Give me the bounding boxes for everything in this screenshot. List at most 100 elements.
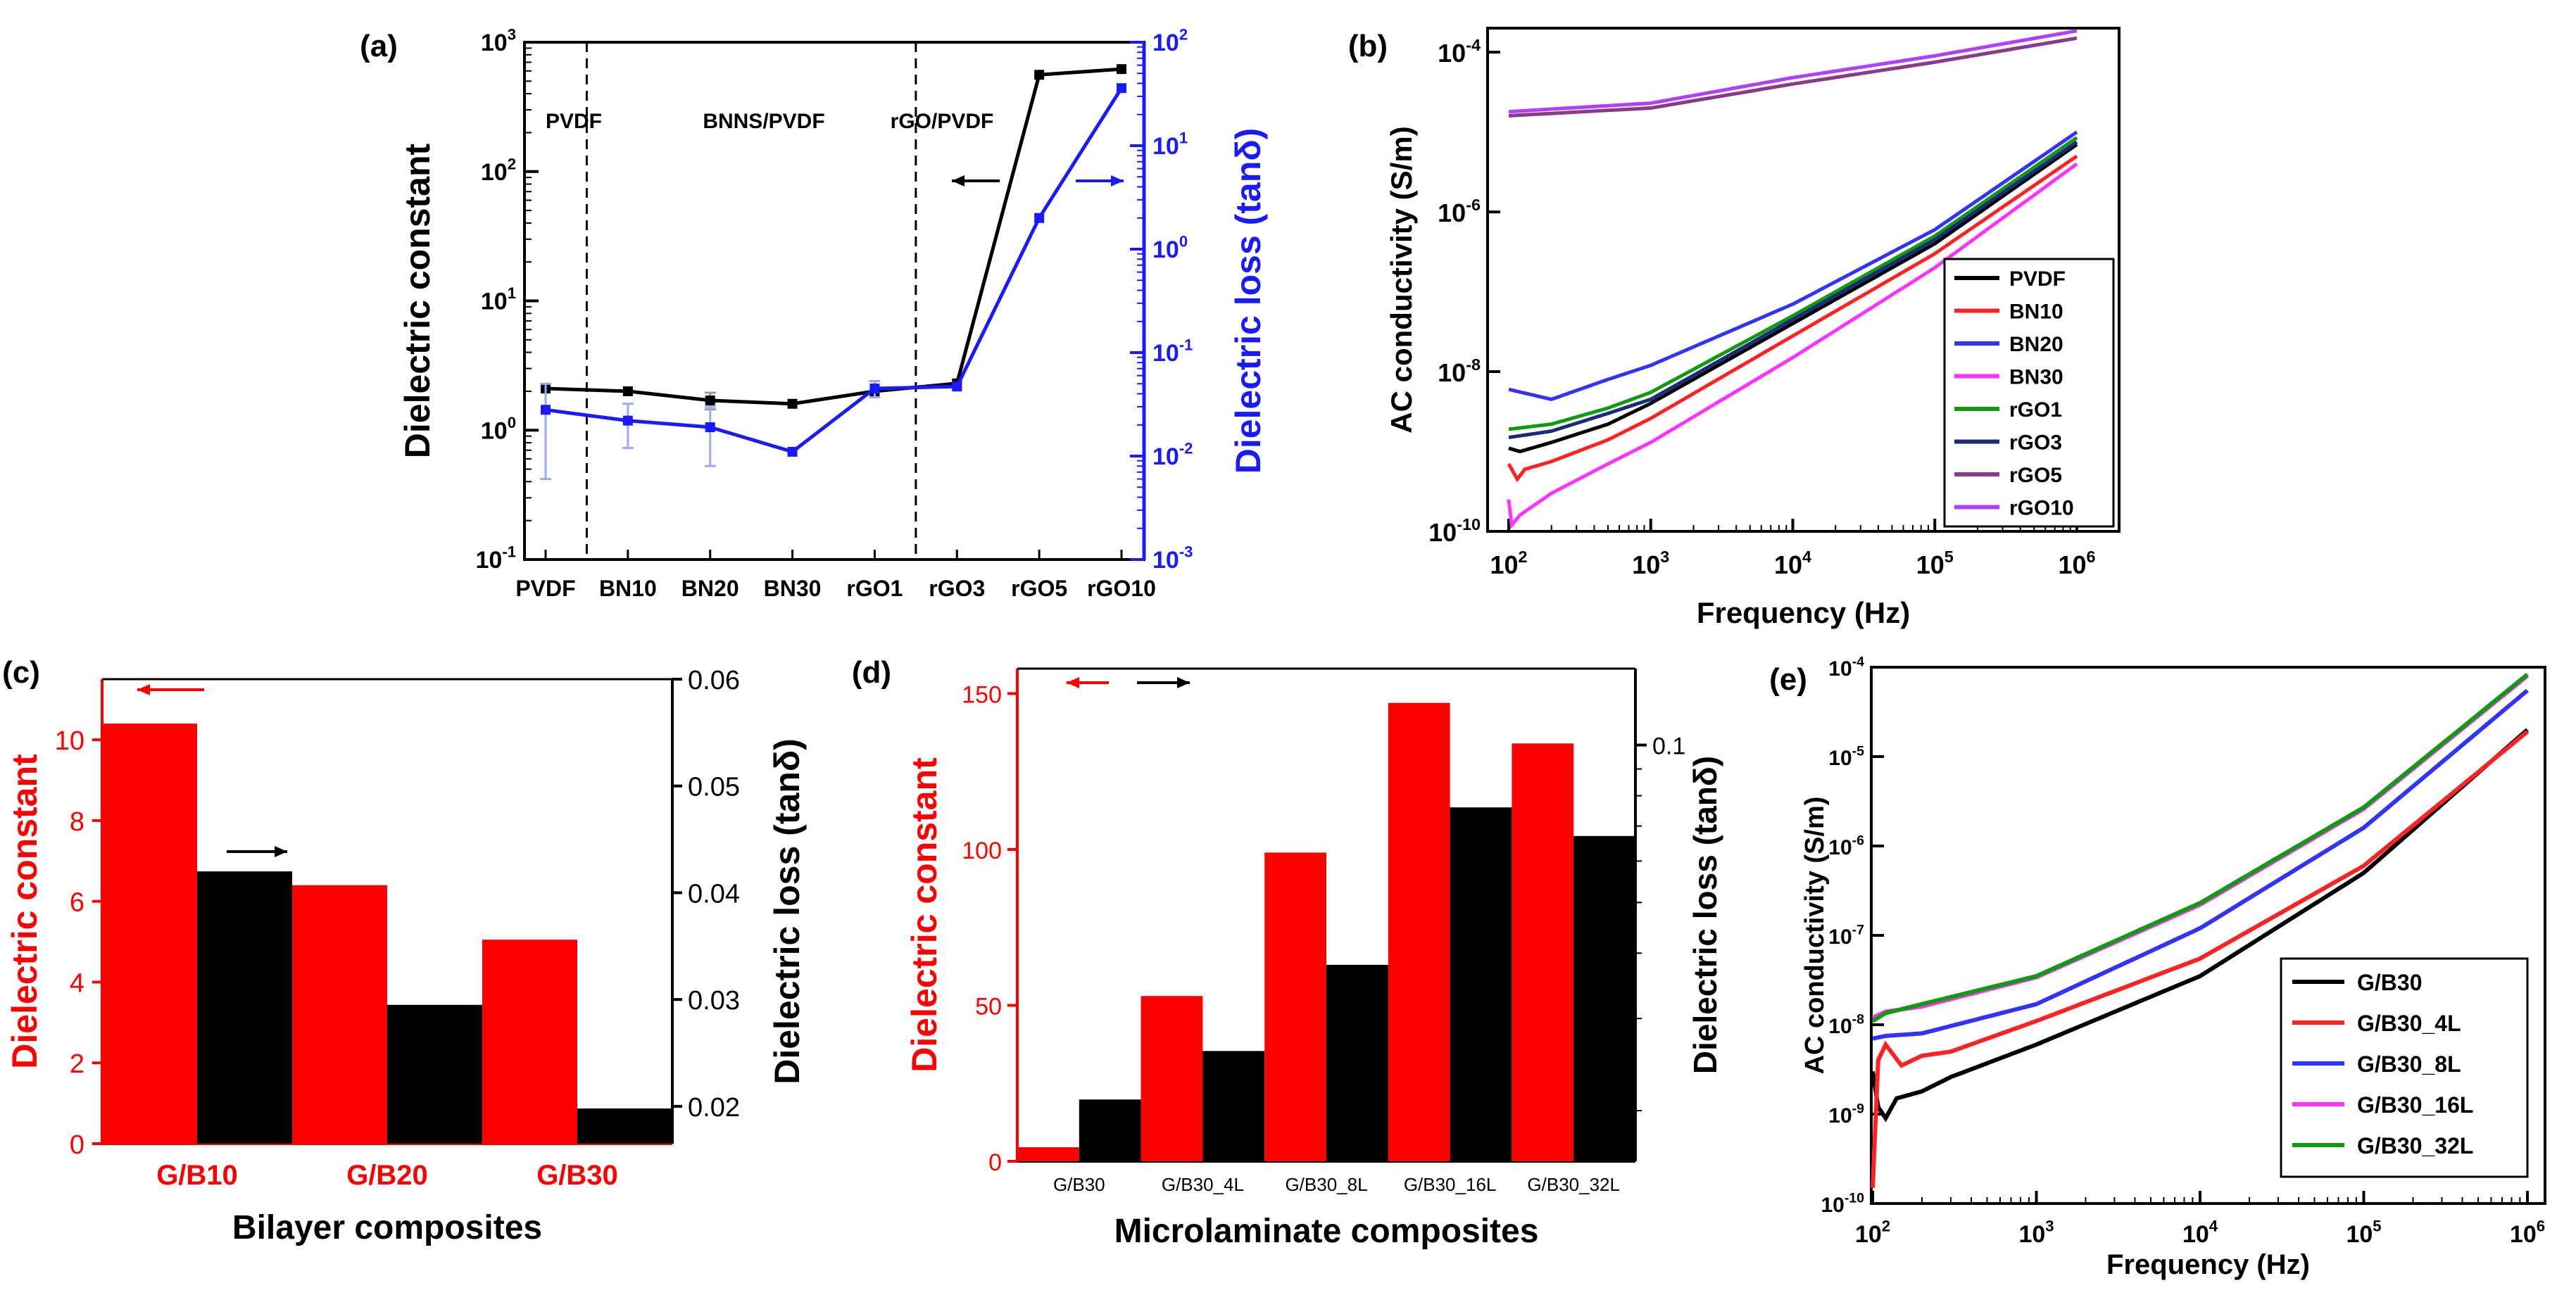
- bar-dielectric-loss-d: [1573, 835, 1635, 1161]
- y-tick-label-a: 103: [481, 26, 516, 56]
- data-point-a: [622, 386, 633, 396]
- bar-dielectric-loss-c: [387, 1004, 482, 1144]
- y-tick-label-c: 10: [55, 726, 84, 756]
- legend-label-b: BN30: [2009, 366, 2063, 389]
- series-line-b: [1508, 136, 2078, 431]
- y2-tick-label-c: 0.05: [688, 773, 740, 802]
- legend-label-b: BN10: [2009, 301, 2063, 324]
- y2-tick-label-a: 10-3: [1152, 543, 1193, 574]
- bar-dielectric-loss-d: [1326, 964, 1388, 1161]
- legend-box-e: [2280, 957, 2529, 1178]
- data-point-a: [541, 405, 551, 415]
- x-tick-label-b: 104: [1774, 548, 1811, 579]
- panel-label-e: (e): [1769, 662, 1807, 697]
- series-line-a: [545, 67, 1122, 406]
- x-tick-label-c: G/B30: [536, 1160, 618, 1191]
- y2-tick-label-a: 102: [1152, 26, 1188, 56]
- series-line-b: [1508, 140, 2078, 439]
- x-tick-label-e: 102: [1855, 1218, 1890, 1248]
- legend-label-e: G/B30_16L: [2357, 1092, 2473, 1118]
- x-tick-label-a: BN30: [764, 576, 822, 601]
- y-tick-label-c: 2: [70, 1049, 84, 1079]
- data-point-a: [622, 415, 633, 426]
- bar-dielectric-constant-d: [1141, 996, 1203, 1161]
- bar-dielectric-loss-c: [197, 871, 292, 1144]
- y-tick-label-b: 10-10: [1428, 515, 1481, 547]
- series-line-b: [1508, 36, 2078, 118]
- series-line-b: [1507, 162, 2078, 529]
- y-axis-title-b: AC conductivity (S/m): [1385, 126, 1418, 433]
- y2-tick-label-a: 101: [1152, 130, 1188, 160]
- x-tick-label-a: rGO5: [1011, 576, 1067, 601]
- series-line-b: [1508, 143, 2078, 454]
- data-point-a: [1117, 83, 1126, 94]
- x-tick-label-d: G/B30_32L: [1527, 1174, 1620, 1195]
- y-tick-label-c: 4: [70, 968, 84, 998]
- y-axis-title-a: Dielectric constant: [398, 143, 437, 458]
- y-tick-label-a: 101: [481, 284, 516, 315]
- y-axis-title-d: Dielectric constant: [905, 757, 944, 1073]
- x-tick-label-a: BN20: [681, 576, 739, 601]
- y2-tick-label-a: 10-2: [1152, 440, 1193, 470]
- x-tick-label-a: rGO10: [1087, 576, 1156, 601]
- bar-dielectric-constant-d: [1264, 852, 1326, 1161]
- x-tick-label-d: G/B30_8L: [1285, 1174, 1367, 1195]
- data-point-a: [787, 446, 798, 457]
- legend-label-e: G/B30_32L: [2357, 1133, 2473, 1158]
- x-tick-label-e: 105: [2346, 1218, 2381, 1248]
- x-tick-label-e: 103: [2018, 1218, 2054, 1248]
- y2-tick-label-c: 0.06: [688, 666, 740, 695]
- series-line-a: [545, 87, 1124, 454]
- x-tick-label-e: 104: [2182, 1218, 2218, 1248]
- series-line-b: [1508, 29, 2078, 114]
- data-point-a: [705, 395, 715, 405]
- x-tick-label-e: 106: [2510, 1218, 2545, 1248]
- bar-dielectric-loss-d: [1079, 1099, 1141, 1161]
- data-point-a: [1034, 213, 1045, 223]
- x-axis-title-d: Microlaminate composites: [1114, 1213, 1539, 1250]
- left-axis-arrow-a-head: [952, 175, 965, 187]
- x-tick-label-a: PVDF: [515, 576, 575, 601]
- y-axis-title-c: Dielectric constant: [5, 754, 44, 1069]
- series-line-b: [1508, 130, 2078, 401]
- x-tick-label-c: G/B10: [156, 1160, 238, 1191]
- x-tick-label-b: 105: [1916, 548, 1954, 579]
- panel-label-a: (a): [360, 29, 398, 63]
- y-tick-label-d: 50: [975, 993, 1002, 1020]
- y2-tick-label-c: 0.04: [688, 879, 740, 909]
- legend-label-b: rGO10: [2009, 497, 2074, 520]
- x-axis-title-b: Frequency (Hz): [1697, 596, 1910, 629]
- x-axis-title-c: Bilayer composites: [232, 1209, 542, 1246]
- bar-dielectric-loss-c: [577, 1108, 672, 1144]
- y-tick-label-e: 10-8: [1828, 1012, 1864, 1039]
- y-tick-label-e: 10-7: [1828, 923, 1864, 949]
- y2-axis-title-d: Dielectric loss (tanδ): [1687, 756, 1723, 1074]
- legend-label-b: rGO3: [2009, 431, 2062, 455]
- legend-label-b: rGO1: [2009, 398, 2062, 422]
- y-tick-label-d: 0: [988, 1149, 1002, 1176]
- region-label-a: rGO/PVDF: [891, 110, 994, 133]
- y-tick-label-b: 10-8: [1438, 355, 1481, 387]
- x-tick-label-b: 106: [2058, 548, 2095, 579]
- region-label-a: BNNS/PVDF: [703, 110, 824, 133]
- legend-label-b: BN20: [2009, 333, 2063, 356]
- y-tick-label-c: 8: [70, 807, 84, 837]
- x-tick-label-d: G/B30_4L: [1162, 1174, 1244, 1195]
- legend-label-b: rGO5: [2009, 464, 2062, 487]
- panel-label-b: (b): [1348, 29, 1388, 63]
- y-axis-title-e: AC conductivity (S/m): [1800, 797, 1830, 1075]
- y-tick-label-c: 0: [70, 1130, 84, 1160]
- x-tick-label-d: G/B30: [1053, 1174, 1105, 1195]
- y-tick-label-d: 100: [962, 838, 1002, 864]
- y-tick-label-a: 102: [481, 155, 516, 185]
- y2-axis-title-c: Dielectric loss (tanδ): [767, 738, 807, 1085]
- y-tick-label-c: 6: [70, 888, 84, 918]
- bar-dielectric-loss-d: [1450, 807, 1512, 1161]
- bar-dielectric-constant-d: [1512, 743, 1574, 1161]
- legend-label-e: G/B30_4L: [2357, 1011, 2461, 1036]
- y-tick-label-e: 10-4: [1828, 655, 1864, 681]
- y-tick-label-b: 10-4: [1438, 36, 1481, 68]
- left-axis-arrow-c-head: [137, 684, 150, 695]
- bar-dielectric-loss-d: [1202, 1051, 1265, 1161]
